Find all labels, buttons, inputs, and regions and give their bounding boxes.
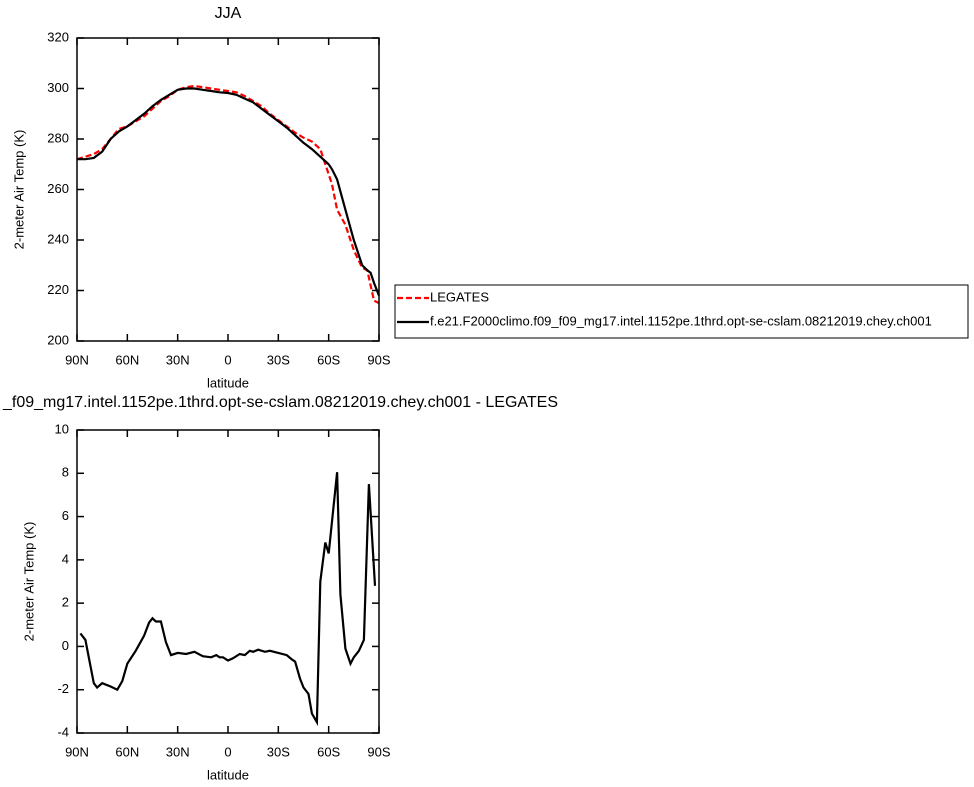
x-tick-label: 0 (224, 352, 231, 367)
x-tick-label: 30N (166, 352, 190, 367)
y-tick-label: 0 (62, 638, 69, 653)
x-tick-label: 30S (267, 744, 290, 759)
x-axis-label: latitude (207, 375, 249, 390)
data-line (79, 472, 377, 727)
y-tick-label: 320 (47, 29, 69, 44)
x-tick-label: 90S (367, 352, 390, 367)
y-tick-label: 200 (47, 332, 69, 347)
x-tick-label: 30N (166, 744, 190, 759)
data-line (76, 84, 380, 305)
x-tick-label: 0 (224, 744, 231, 759)
x-tick-label: 60N (115, 744, 139, 759)
y-tick-label: 280 (47, 130, 69, 145)
y-tick-label: 6 (62, 508, 69, 523)
chart-title: JJA (215, 5, 242, 22)
y-tick-label: 4 (62, 551, 69, 566)
y-tick-label: -2 (57, 681, 69, 696)
y-axis-label: 2-meter Air Temp (K) (21, 522, 36, 642)
x-tick-label: 60N (115, 352, 139, 367)
y-tick-label: 260 (47, 181, 69, 196)
data-line (77, 87, 381, 297)
y-axis-label: 2-meter Air Temp (K) (11, 130, 26, 250)
y-tick-label: 8 (62, 465, 69, 480)
x-tick-label: 30S (267, 352, 290, 367)
chart-title: _f09_mg17.intel.1152pe.1thrd.opt-se-csla… (2, 394, 558, 411)
y-tick-label: 240 (47, 231, 69, 246)
x-tick-label: 60S (317, 352, 340, 367)
legend-box (394, 284, 969, 339)
legend-label: LEGATES (430, 289, 489, 304)
x-tick-label: 90S (367, 744, 390, 759)
y-tick-label: -4 (57, 724, 69, 739)
y-tick-label: 10 (55, 421, 69, 436)
legend-label: f.e21.F2000climo.f09_f09_mg17.intel.1152… (430, 313, 932, 328)
x-tick-label: 60S (317, 744, 340, 759)
y-tick-label: 300 (47, 80, 69, 95)
x-axis-label: latitude (207, 767, 249, 782)
x-tick-label: 90N (65, 744, 89, 759)
x-tick-label: 90N (65, 352, 89, 367)
plot-frame (76, 429, 380, 734)
plot-frame (76, 37, 380, 342)
y-tick-label: 2 (62, 595, 69, 610)
y-tick-label: 220 (47, 282, 69, 297)
